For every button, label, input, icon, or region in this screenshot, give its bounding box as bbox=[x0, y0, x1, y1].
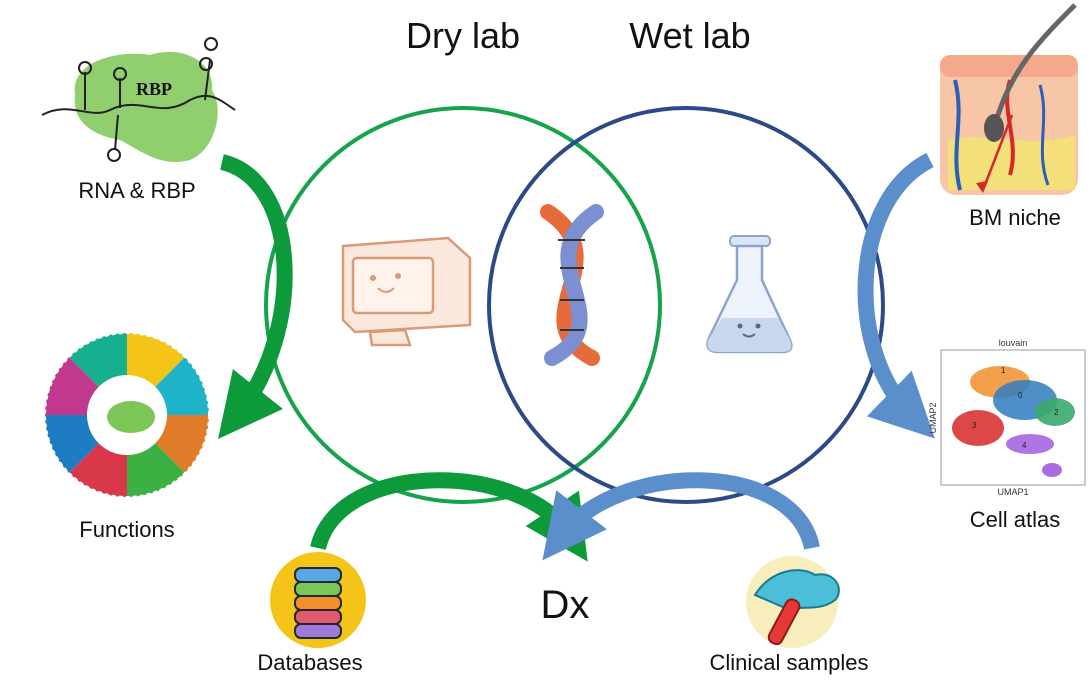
flask-icon bbox=[706, 235, 793, 354]
computer-icon bbox=[341, 236, 472, 347]
rna-rbp-label: RNA & RBP bbox=[78, 178, 195, 203]
umap-plot: 1 0 2 3 4 bbox=[940, 349, 1086, 486]
wet-lab-circle bbox=[487, 106, 885, 504]
databases-label: Databases bbox=[257, 650, 362, 675]
rbp-illustration bbox=[41, 37, 236, 162]
umap-cluster-label: 4 bbox=[1022, 441, 1027, 450]
umap-cluster-label: 3 bbox=[972, 421, 977, 430]
bm-niche-label: BM niche bbox=[969, 205, 1061, 230]
database-icon bbox=[270, 552, 366, 648]
clinical-samples-icon bbox=[746, 556, 840, 648]
functions-label: Functions bbox=[79, 517, 174, 542]
bm-niche-illustration bbox=[940, 3, 1078, 195]
clinical-samples-label: Clinical samples bbox=[710, 650, 869, 675]
functions-wheel bbox=[44, 332, 210, 498]
umap-xlabel: UMAP1 bbox=[997, 487, 1028, 497]
dry-lab-circle bbox=[264, 106, 662, 504]
arrow-rna-to-functions bbox=[218, 154, 293, 440]
arrow-bmniche-to-cellatlas bbox=[857, 152, 935, 439]
dna-icon bbox=[540, 204, 604, 366]
wet-lab-label: Wet lab bbox=[629, 15, 750, 56]
dry-lab-label: Dry lab bbox=[406, 15, 520, 56]
cell-atlas-label: Cell atlas bbox=[970, 507, 1060, 532]
umap-title: louvain bbox=[999, 338, 1028, 348]
umap-ylabel: UMAP2 bbox=[928, 402, 938, 433]
arrow-clinical-to-dx bbox=[542, 472, 820, 561]
dx-label: Dx bbox=[541, 583, 590, 627]
umap-cluster-label: 0 bbox=[1018, 391, 1023, 400]
umap-cluster-label: 2 bbox=[1054, 408, 1059, 417]
rbp-text: RBP bbox=[136, 79, 172, 99]
umap-cluster-label: 1 bbox=[1001, 366, 1006, 375]
